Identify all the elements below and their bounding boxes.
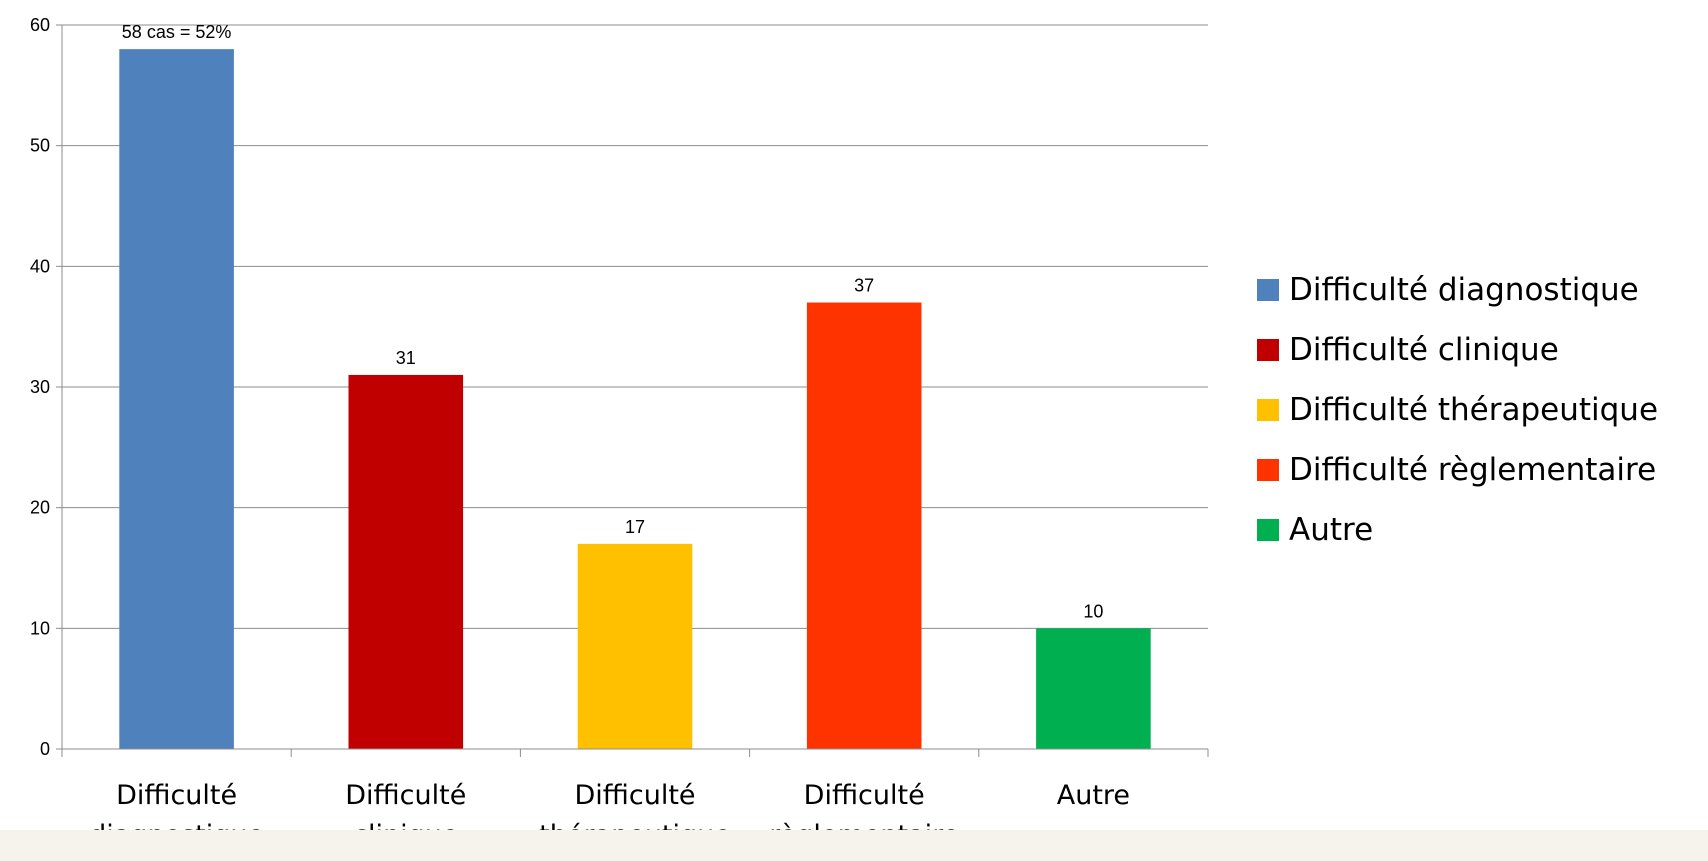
y-tick-label: 30 [30,377,50,397]
x-category-label-line: Difficulté [574,780,695,811]
bottom-strip [0,830,1708,861]
legend-label: Difficulté diagnostique [1289,272,1639,308]
legend-swatch [1257,519,1279,541]
bar [806,302,922,749]
legend-label: Difficulté clinique [1289,332,1559,368]
y-tick-label: 40 [30,256,50,276]
bar [577,543,693,749]
x-category-label: Autre [1057,780,1130,811]
legend-swatch [1257,279,1279,301]
gridlines [62,24,1208,629]
x-category-label-line: Difficulté [804,780,925,811]
legend: Difficulté diagnostique Difficulté cliniq… [1257,272,1658,548]
legend-label: Difficulté thérapeutique [1289,392,1658,428]
y-tick-label: 10 [30,618,50,638]
x-category-label-line: Autre [1057,780,1130,811]
legend-swatch [1257,459,1279,481]
y-tick-label: 20 [30,498,50,518]
legend-swatch [1257,339,1279,361]
data-label: 58 cas = 52% [122,22,232,42]
data-label: 17 [625,517,645,537]
data-label: 37 [854,276,874,296]
legend-label: Difficulté règlementaire [1289,452,1656,488]
bar [1036,628,1151,749]
y-tick-label: 60 [30,15,50,35]
bar [119,49,234,749]
data-labels: 58 cas = 52% 31 17 37 10 [122,22,1104,621]
y-tick-label: 0 [40,739,50,759]
data-label: 10 [1083,601,1103,621]
bar [348,374,464,749]
y-tick-label: 50 [30,136,50,156]
data-label: 31 [396,348,416,368]
bars [119,49,1151,749]
x-category-label-line: Difficulté [345,780,466,811]
legend-swatch [1257,399,1279,421]
x-category-label-line: Difficulté [116,780,237,811]
legend-label: Autre [1289,512,1373,548]
